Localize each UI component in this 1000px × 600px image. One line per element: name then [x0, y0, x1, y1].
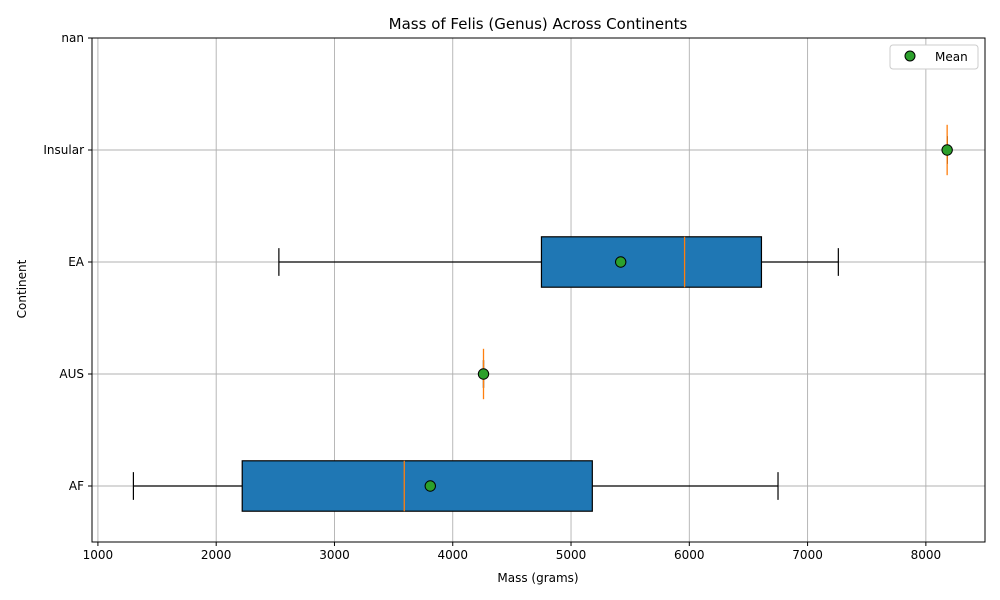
legend: Mean [889, 44, 979, 70]
x-tick-label: 4000 [437, 548, 468, 562]
x-tick-label: 8000 [911, 548, 942, 562]
y-axis-label: Continent [15, 259, 29, 318]
box-insular [941, 124, 953, 176]
box-aus [477, 348, 490, 400]
x-tick-label: 2000 [201, 548, 232, 562]
y-tick-label: AUS [59, 367, 84, 381]
axes: 1000 2000 3000 4000 5000 6000 7000 8000 AF AUS EA I… [43, 31, 986, 562]
x-tick-label: 7000 [792, 548, 823, 562]
x-axis-label: Mass (grams) [497, 571, 578, 585]
y-tick-label: EA [68, 255, 85, 269]
y-tick-label: AF [69, 479, 84, 493]
legend-mean-marker [904, 50, 916, 62]
x-tick-label: 6000 [674, 548, 705, 562]
box-ea [278, 236, 839, 288]
chart-title: Mass of Felis (Genus) Across Continents [389, 15, 688, 33]
y-tick-label: Insular [43, 143, 84, 157]
box-layer [132, 124, 953, 512]
x-tick-label: 3000 [319, 548, 350, 562]
plot-frame [91, 37, 986, 543]
box-iqr [540, 236, 763, 288]
box-iqr [241, 460, 593, 512]
x-tick-label: 5000 [556, 548, 587, 562]
mean-marker [424, 480, 436, 492]
mean-marker [615, 256, 627, 268]
box-af [132, 460, 779, 512]
x-tick-label: 1000 [83, 548, 114, 562]
mean-marker [941, 144, 953, 156]
mean-marker [477, 368, 490, 380]
y-tick-label: nan [61, 31, 84, 45]
legend-mean-label: Mean [935, 50, 968, 64]
